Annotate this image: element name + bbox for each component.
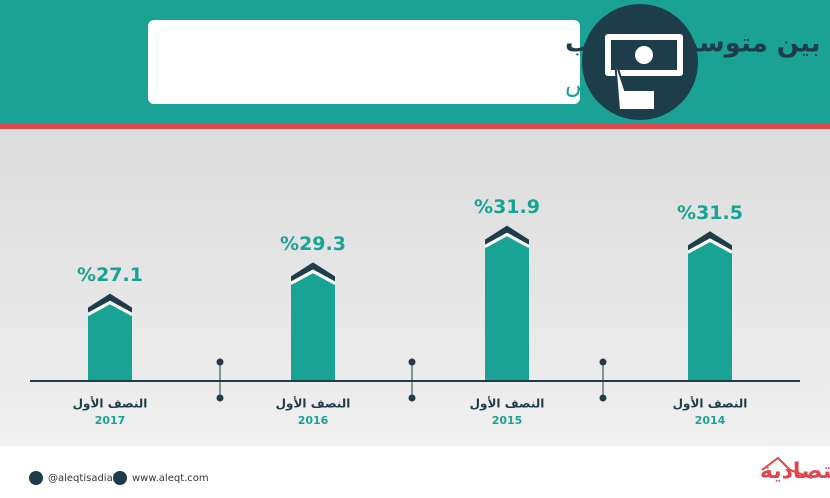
footer: @aleqtisadiah www.aleqt.com الاقتصادية <box>29 456 830 485</box>
bar-cap-line <box>484 232 530 248</box>
bar-cap <box>688 231 732 251</box>
title-box <box>148 20 580 104</box>
bar <box>485 235 529 380</box>
value-label: %29.3 <box>280 233 346 255</box>
header-rule <box>0 124 830 129</box>
bar-cap-line <box>687 238 733 254</box>
x-tick-year: 2017 <box>95 414 126 427</box>
bar <box>688 241 732 380</box>
bar <box>291 272 335 380</box>
x-tick-label: النصف الأول <box>470 396 545 412</box>
x-tick-year: 2015 <box>492 414 523 427</box>
footer-band <box>0 446 830 498</box>
x-tick-year: 2014 <box>695 414 726 427</box>
bar-cap <box>291 262 335 282</box>
x-tick-label: النصف الأول <box>73 396 148 412</box>
bar <box>88 303 132 380</box>
x-tick-year: 2016 <box>298 414 329 427</box>
bar-cap <box>88 293 132 313</box>
x-tick-label: النصف الأول <box>276 396 351 412</box>
website: www.aleqt.com <box>132 473 209 484</box>
bar-cap-line <box>290 269 336 285</box>
twitter-handle: @aleqtisadiah <box>48 473 119 484</box>
money-icon <box>582 4 698 120</box>
separators <box>216 358 607 402</box>
bar-cap <box>485 225 529 245</box>
bar-cap-line <box>87 300 133 316</box>
value-label: %31.9 <box>474 196 540 218</box>
value-label: %27.1 <box>77 264 143 286</box>
x-tick-label: النصف الأول <box>673 396 748 412</box>
value-label: %31.5 <box>677 202 743 224</box>
